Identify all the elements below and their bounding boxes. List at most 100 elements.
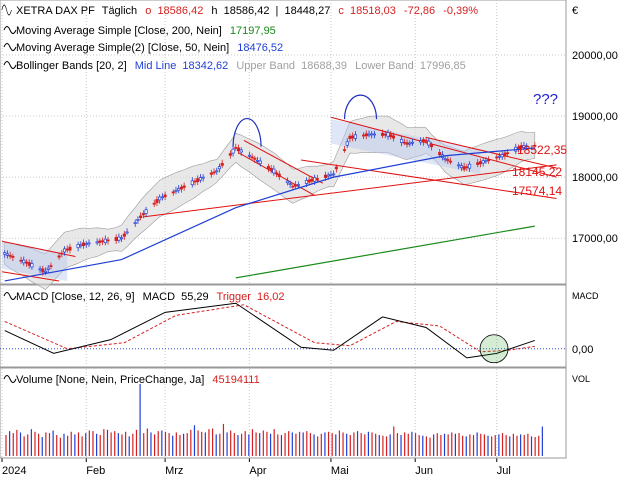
month-tick-label: Feb [86, 465, 105, 477]
candle-body [38, 268, 42, 271]
candle-body [370, 133, 374, 136]
month-tick-label: Mrz [165, 465, 183, 477]
close-value: 18518,03 [350, 5, 396, 17]
candle-body [258, 160, 262, 164]
high-prefix: h [211, 5, 217, 17]
candle-body [457, 164, 461, 167]
candle-body [220, 162, 224, 166]
candle-body [500, 154, 504, 158]
bollinger-mid-label: Mid Line [135, 60, 177, 72]
candle-body [79, 244, 83, 247]
month-tick-label: Mai [331, 465, 349, 477]
change-value: -72,86 [404, 5, 435, 17]
candle-body [465, 166, 469, 169]
candle-body [114, 237, 118, 241]
candle-body [152, 202, 156, 205]
candle-body [8, 255, 12, 257]
candle-body [133, 222, 137, 224]
axis-ticks: 17000,00 18000,00 19000,00 20000,00 2024 Feb M… [0, 50, 618, 477]
candle-body [459, 165, 463, 168]
candle-body [30, 263, 34, 268]
candle-body [179, 186, 183, 190]
candle-body [163, 194, 167, 198]
candle-body [76, 244, 80, 249]
legend-curve-icon [1, 4, 12, 16]
candle-body [429, 144, 434, 148]
candle-body [253, 157, 257, 160]
candle-body [326, 174, 330, 177]
candle-body [446, 159, 450, 162]
candle-body [234, 147, 238, 149]
candle-body [405, 142, 409, 145]
candle-body [103, 238, 107, 243]
candle-body [272, 168, 276, 174]
candle-body [323, 174, 328, 178]
candle-body [410, 141, 415, 144]
candle-body [342, 149, 347, 151]
candle-body [84, 243, 88, 245]
price-tick-label: 19000,00 [572, 111, 618, 123]
candle-body [158, 196, 162, 201]
ma50-label: Moving Average Simple(2) [Close, 50, Nei… [16, 42, 229, 54]
candle-body [19, 259, 23, 262]
candle-body [201, 176, 205, 179]
candle-body [101, 240, 105, 243]
bollinger-bands [4, 115, 536, 291]
ma200-label: Moving Average Simple [Close, 200, Nein] [16, 25, 222, 37]
candle-body [5, 253, 9, 256]
candle-body [120, 237, 124, 240]
candle-body [348, 135, 352, 139]
macd-line [4, 302, 535, 359]
currency-symbol: € [572, 5, 578, 17]
macd-lines [0, 302, 566, 364]
candle-body [239, 149, 243, 153]
top-marker-circle [343, 94, 378, 120]
trend-channels [1, 94, 557, 282]
change-pct: -0,39% [443, 5, 478, 17]
candle-body [171, 191, 175, 194]
macd-label: MACD [Close, 12, 26, 9] [16, 291, 135, 303]
candle-body [65, 248, 69, 251]
candle-body [332, 173, 336, 176]
candle-body [98, 240, 102, 243]
macd-value: 55,29 [181, 291, 209, 303]
candle-body [476, 162, 480, 165]
candle-body [381, 132, 385, 136]
candle-body [503, 152, 507, 157]
top-marker-circle [232, 117, 262, 147]
candle-body [383, 133, 387, 136]
candle-body [24, 261, 29, 264]
price-label-3: 17574,14 [512, 184, 562, 198]
annotation-question: ??? [533, 91, 558, 108]
month-tick-label: Jun [415, 465, 433, 477]
candle-body [155, 199, 159, 204]
bollinger-lower-label: Lower Band [355, 60, 414, 72]
month-tick-label: Jul [497, 465, 511, 477]
candle-body [193, 180, 197, 183]
legend: XETRA DAX PF Täglich o 18586,42 h 18586,… [1, 4, 578, 72]
candle-body [310, 178, 314, 182]
candle-body [400, 138, 404, 143]
bollinger-upper-value: 18688,39 [301, 60, 347, 72]
candle-body [27, 262, 31, 266]
bollinger-label: Bollinger Bands [20, 2] [16, 60, 127, 72]
candle-body [11, 256, 15, 258]
svg-text:Moving Average Simple(2) [Clos: Moving Average Simple(2) [Close, 50, Nei… [16, 42, 283, 54]
candle-body [60, 252, 64, 255]
candle-body [468, 163, 472, 169]
candle-body [364, 133, 368, 137]
candle-body [389, 134, 393, 138]
candle-body [372, 133, 376, 136]
candle-body [315, 178, 319, 180]
trigger-label: Trigger [217, 291, 252, 303]
candle-body [408, 142, 412, 145]
candle-body [288, 183, 292, 186]
support-trendline [143, 164, 557, 218]
candle-body [247, 154, 251, 157]
candle-body [141, 213, 145, 216]
channel-upper-trendline [330, 116, 557, 178]
candle-body [362, 134, 366, 137]
bollinger-upper-label: Upper Band [236, 60, 295, 72]
bollinger-mid-value: 18342,62 [182, 60, 228, 72]
